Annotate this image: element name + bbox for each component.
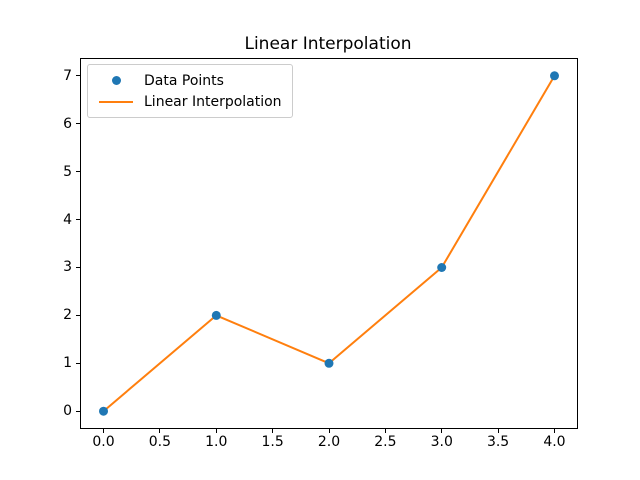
y-tick-label: 5 [63,163,72,180]
legend-entry-data-points: Data Points [96,70,282,91]
legend-label-interpolation: Linear Interpolation [144,93,282,110]
y-tick-mark [76,219,80,221]
y-tick-label: 3 [63,259,72,276]
x-tick-mark [384,429,386,433]
x-tick-label: 2.0 [317,434,341,450]
x-tick-label: 1.0 [205,434,228,450]
legend-label-data-points: Data Points [144,72,224,89]
data-point-marker [324,358,334,368]
y-tick-mark [76,410,80,412]
x-tick-mark [159,429,161,433]
x-tick-label: 0.5 [148,434,172,450]
line-sample-icon [99,100,133,103]
y-tick-label: 4 [63,211,72,228]
y-tick-label: 7 [63,67,72,84]
x-tick-label: 4.0 [543,434,566,450]
y-tick-mark [76,123,80,125]
legend: Data Points Linear Interpolation [87,64,293,118]
chart-svg [99,71,559,416]
x-tick-mark [553,429,555,433]
y-tick-label: 0 [63,403,72,420]
x-tick-mark [215,429,217,433]
y-tick-label: 2 [63,307,72,324]
x-tick-mark [272,429,274,433]
x-tick-mark [441,429,443,433]
data-point-marker [550,71,559,81]
x-tick-label: 3.0 [430,434,453,450]
y-tick-mark [76,362,80,364]
x-tick-label: 1.5 [261,434,284,450]
x-tick-mark [103,429,105,433]
y-tick-mark [76,75,80,77]
y-tick-mark [76,314,80,316]
legend-swatch [96,100,136,103]
x-tick-mark [328,429,330,433]
legend-entry-interpolation: Linear Interpolation [96,91,282,112]
legend-swatch [96,76,136,85]
y-tick-label: 6 [63,115,72,132]
chart-title: Linear Interpolation [244,34,412,54]
data-point-marker [211,310,221,320]
x-tick-label: 3.5 [486,434,510,450]
plot-area [80,58,578,429]
data-point-marker [99,406,108,416]
y-tick-mark [76,266,80,268]
y-tick-label: 1 [63,355,72,372]
y-tick-mark [76,171,80,173]
scatter-marker-icon [111,76,121,85]
data-point-marker [437,263,447,272]
x-tick-label: 0.0 [92,434,115,450]
x-tick-mark [497,429,499,433]
x-tick-label: 2.5 [374,434,397,450]
